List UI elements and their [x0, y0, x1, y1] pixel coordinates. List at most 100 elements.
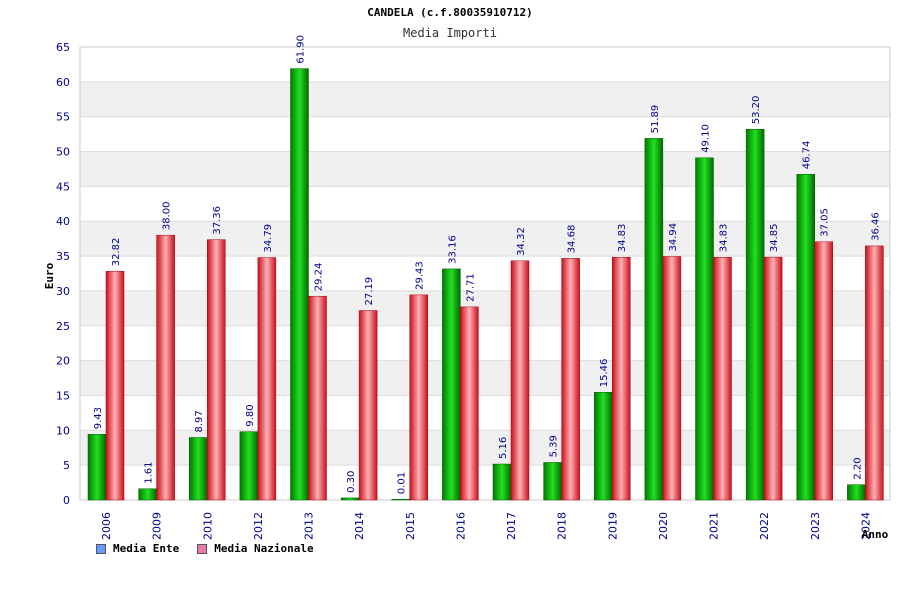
data-label: 1.61 [144, 462, 155, 484]
data-label: 0.01 [397, 472, 408, 494]
x-axis-label: Anno [862, 528, 889, 541]
bar-media-nazionale [510, 260, 530, 501]
bar-media-ente [87, 434, 107, 501]
bar-media-ente [644, 138, 664, 501]
x-tick-label: 2017 [505, 512, 518, 540]
data-label: 27.71 [465, 273, 476, 302]
data-label: 34.83 [719, 224, 730, 253]
data-label: 34.83 [617, 224, 628, 253]
y-tick-label: 60 [56, 76, 70, 89]
x-tick-label: 2024 [859, 512, 872, 540]
data-label: 8.97 [194, 410, 205, 432]
chart-subtitle: Media Importi [403, 26, 497, 40]
bar-media-nazionale [105, 271, 125, 501]
x-tick-label: 2021 [708, 512, 721, 540]
data-label: 46.74 [802, 141, 813, 170]
x-tick-label: 2018 [556, 512, 569, 540]
y-tick-label: 40 [56, 215, 70, 228]
x-tick-label: 2009 [151, 512, 164, 540]
bar-media-nazionale [460, 306, 479, 501]
legend-swatch-media-nazionale [197, 543, 208, 554]
legend-swatch-media-ente [96, 543, 106, 554]
bar-media-nazionale [409, 294, 428, 501]
bar-media-ente [695, 157, 714, 501]
y-axis-label: Euro [43, 262, 56, 289]
x-tick-label: 2015 [404, 512, 417, 540]
bar-media-nazionale [156, 234, 175, 501]
data-label: 9.43 [93, 407, 104, 429]
bar-media-nazionale [308, 295, 327, 501]
bar-media-ente [391, 498, 410, 501]
data-label: 5.16 [498, 437, 509, 459]
bar-media-ente [189, 437, 208, 501]
bar-media-ente [290, 68, 309, 501]
y-tick-label: 0 [63, 494, 70, 507]
bar-media-ente [847, 484, 866, 501]
grid-band [80, 81, 890, 117]
x-tick-label: 2023 [809, 512, 822, 540]
y-tick-label: 25 [56, 320, 70, 333]
y-tick-label: 45 [56, 180, 70, 193]
data-label: 36.46 [870, 212, 881, 241]
bar-media-ente [442, 268, 461, 501]
data-label: 32.82 [111, 238, 122, 267]
legend-label-media-nazionale: Media Nazionale [214, 542, 314, 555]
data-label: 9.80 [245, 404, 256, 426]
data-label: 37.05 [820, 208, 831, 237]
y-tick-label: 55 [56, 111, 70, 124]
bar-media-nazionale [865, 245, 884, 501]
data-label: 34.32 [516, 227, 527, 256]
bar-media-ente [138, 488, 157, 501]
data-label: 15.46 [599, 359, 610, 388]
x-tick-label: 2016 [454, 512, 467, 540]
data-label: 34.68 [567, 225, 578, 254]
legend: Media Ente Media Nazionale [96, 542, 314, 555]
bar-media-ente [492, 463, 512, 501]
data-label: 61.90 [296, 35, 307, 64]
legend-label-media-ente: Media Ente [113, 542, 180, 555]
data-label: 38.00 [162, 202, 173, 231]
data-label: 29.24 [314, 263, 325, 292]
data-label: 29.43 [415, 261, 426, 290]
data-label: 27.19 [364, 277, 375, 306]
data-label: 0.30 [346, 471, 357, 493]
y-tick-label: 10 [56, 424, 70, 437]
x-tick-label: 2010 [201, 512, 214, 540]
data-label: 53.20 [751, 96, 762, 125]
data-label: 51.89 [650, 105, 661, 134]
data-label: 33.16 [447, 235, 458, 264]
bar-media-nazionale [763, 256, 783, 501]
x-tick-label: 2012 [252, 512, 265, 540]
x-tick-label: 2020 [657, 512, 670, 540]
y-tick-label: 30 [56, 285, 70, 298]
y-tick-label: 5 [63, 459, 70, 472]
chart-title: CANDELA (c.f.80035910712) [367, 6, 533, 19]
legend-item-media-ente: Media Ente [96, 542, 179, 555]
bar-media-nazionale [662, 256, 682, 501]
bar-media-ente [594, 392, 613, 501]
bar-media-nazionale [561, 258, 580, 501]
bar-media-nazionale [207, 239, 226, 501]
bar-media-ente [239, 431, 259, 501]
bar-media-ente [796, 174, 815, 501]
data-label: 34.94 [668, 223, 679, 252]
data-label: 49.10 [701, 124, 712, 153]
y-tick-label: 50 [56, 146, 70, 159]
data-label: 34.79 [263, 224, 274, 253]
y-tick-label: 65 [56, 41, 70, 54]
plot-frame [79, 46, 891, 501]
grid-band [80, 151, 890, 187]
bar-media-nazionale [612, 257, 631, 501]
data-label: 34.85 [769, 223, 780, 252]
x-tick-label: 2022 [758, 512, 771, 540]
y-tick-label: 35 [56, 250, 70, 263]
x-tick-label: 2014 [353, 512, 366, 540]
bar-media-ente [543, 462, 562, 501]
bar-media-nazionale [257, 257, 277, 501]
x-tick-label: 2019 [606, 512, 619, 540]
bar-media-nazionale [814, 241, 833, 501]
y-tick-label: 15 [56, 389, 70, 402]
bar-media-ente [745, 128, 765, 501]
x-tick-label: 2013 [303, 512, 316, 540]
